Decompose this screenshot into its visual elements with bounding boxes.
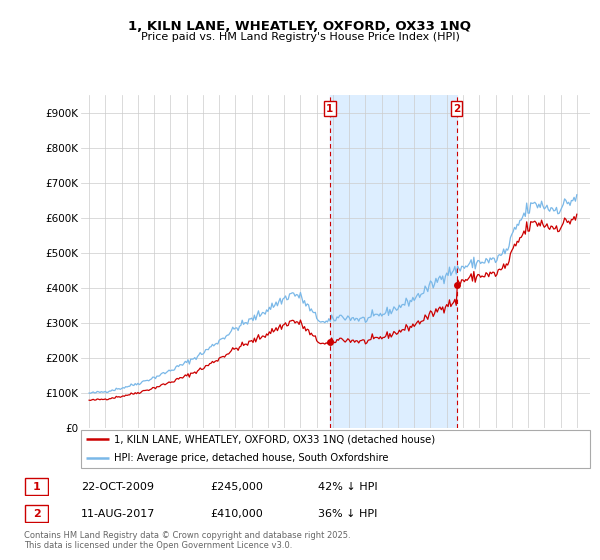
FancyBboxPatch shape: [81, 430, 590, 468]
Text: £245,000: £245,000: [210, 482, 263, 492]
Text: 11-AUG-2017: 11-AUG-2017: [81, 508, 155, 519]
Text: 1: 1: [33, 482, 40, 492]
Text: 42% ↓ HPI: 42% ↓ HPI: [318, 482, 377, 492]
Text: Contains HM Land Registry data © Crown copyright and database right 2025.
This d: Contains HM Land Registry data © Crown c…: [24, 530, 350, 550]
Text: 22-OCT-2009: 22-OCT-2009: [81, 482, 154, 492]
Bar: [330, 95, 457, 428]
Text: 2: 2: [453, 104, 460, 114]
Text: £410,000: £410,000: [210, 508, 263, 519]
Text: 1, KILN LANE, WHEATLEY, OXFORD, OX33 1NQ (detached house): 1, KILN LANE, WHEATLEY, OXFORD, OX33 1NQ…: [114, 434, 435, 444]
FancyBboxPatch shape: [25, 505, 48, 522]
Text: 1: 1: [326, 104, 334, 114]
Text: 1, KILN LANE, WHEATLEY, OXFORD, OX33 1NQ: 1, KILN LANE, WHEATLEY, OXFORD, OX33 1NQ: [128, 20, 472, 32]
FancyBboxPatch shape: [25, 478, 48, 495]
Text: Price paid vs. HM Land Registry's House Price Index (HPI): Price paid vs. HM Land Registry's House …: [140, 32, 460, 43]
Text: HPI: Average price, detached house, South Oxfordshire: HPI: Average price, detached house, Sout…: [114, 453, 389, 463]
Text: 2: 2: [33, 508, 40, 519]
Text: 36% ↓ HPI: 36% ↓ HPI: [318, 508, 377, 519]
